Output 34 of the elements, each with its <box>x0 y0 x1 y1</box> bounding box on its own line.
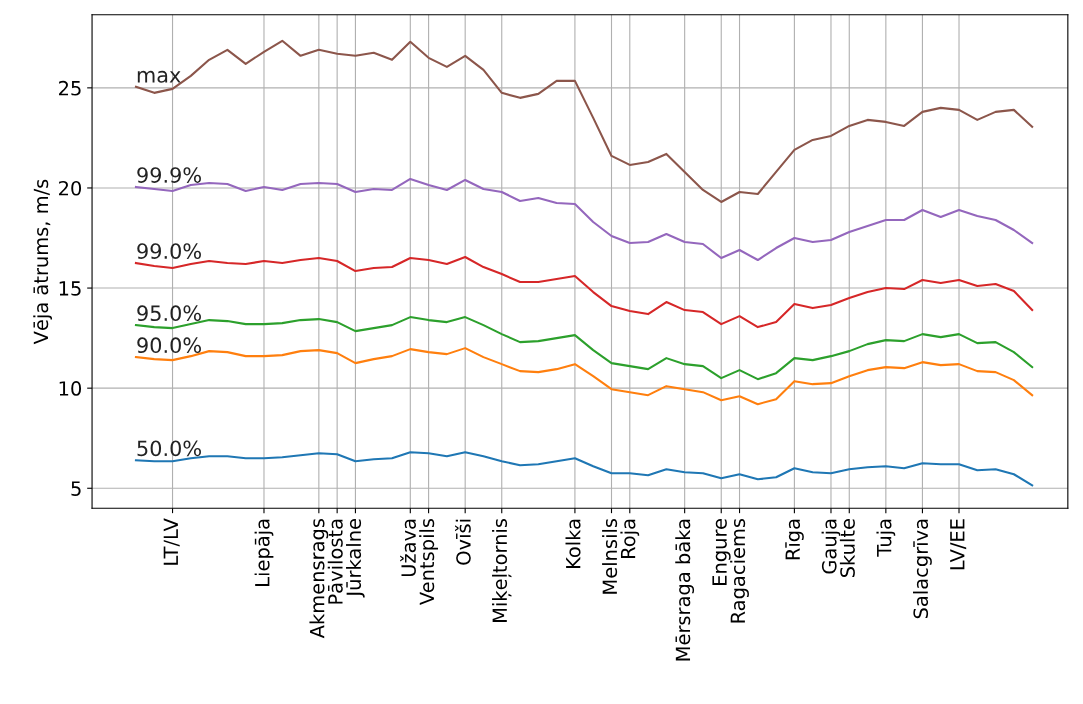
series-label: 90.0% <box>137 337 201 354</box>
x-tick-label: Kolka <box>565 519 581 569</box>
x-tick-label: Pāvilosta <box>327 519 343 604</box>
x-tick-label: Melnsils <box>602 518 618 594</box>
x-tick-label: Liepāja <box>254 519 274 586</box>
series-label: 99.9% <box>137 167 201 183</box>
x-tick-label: Gauja <box>821 519 841 574</box>
y-tick-label: 20 <box>59 180 82 196</box>
x-tick-label: LT/LV <box>163 518 180 565</box>
x-tick-label: Salacgrīva <box>913 519 932 619</box>
x-tick-label: Roja <box>620 519 640 558</box>
series-label: 95.0% <box>137 305 201 322</box>
x-tick-label: Miķeļtornis <box>492 518 512 622</box>
y-tick-label: 10 <box>59 381 82 396</box>
series-label: 50.0% <box>137 440 201 457</box>
x-tick-label: Ragaciems <box>730 518 749 623</box>
y-tick-label: 5 <box>71 481 81 496</box>
y-tick-label: 15 <box>59 281 81 296</box>
x-tick-label: Mērsraga bāka <box>675 519 695 661</box>
y-axis-title: Vēja ātrums, m/s <box>33 179 53 345</box>
x-tick-label: LV/EE <box>950 519 967 570</box>
x-tick-label: Skulte <box>839 519 855 578</box>
x-tick-label: Rīga <box>785 519 804 560</box>
line-series <box>134 39 1034 204</box>
x-tick-label: Engure <box>712 519 731 585</box>
x-tick-label: Tuja <box>876 519 896 557</box>
x-tick-label: Jūrkalne <box>346 519 365 598</box>
x-tick-label: Užava <box>400 519 416 577</box>
series-label: max <box>137 70 181 83</box>
x-tick-label: Ovīši <box>454 519 471 565</box>
series-label: 99.0% <box>137 243 201 259</box>
x-tick-label: Akmensrags <box>309 518 329 639</box>
x-tick-label: Ventspils <box>419 518 438 605</box>
y-tick-label: 25 <box>59 80 81 96</box>
